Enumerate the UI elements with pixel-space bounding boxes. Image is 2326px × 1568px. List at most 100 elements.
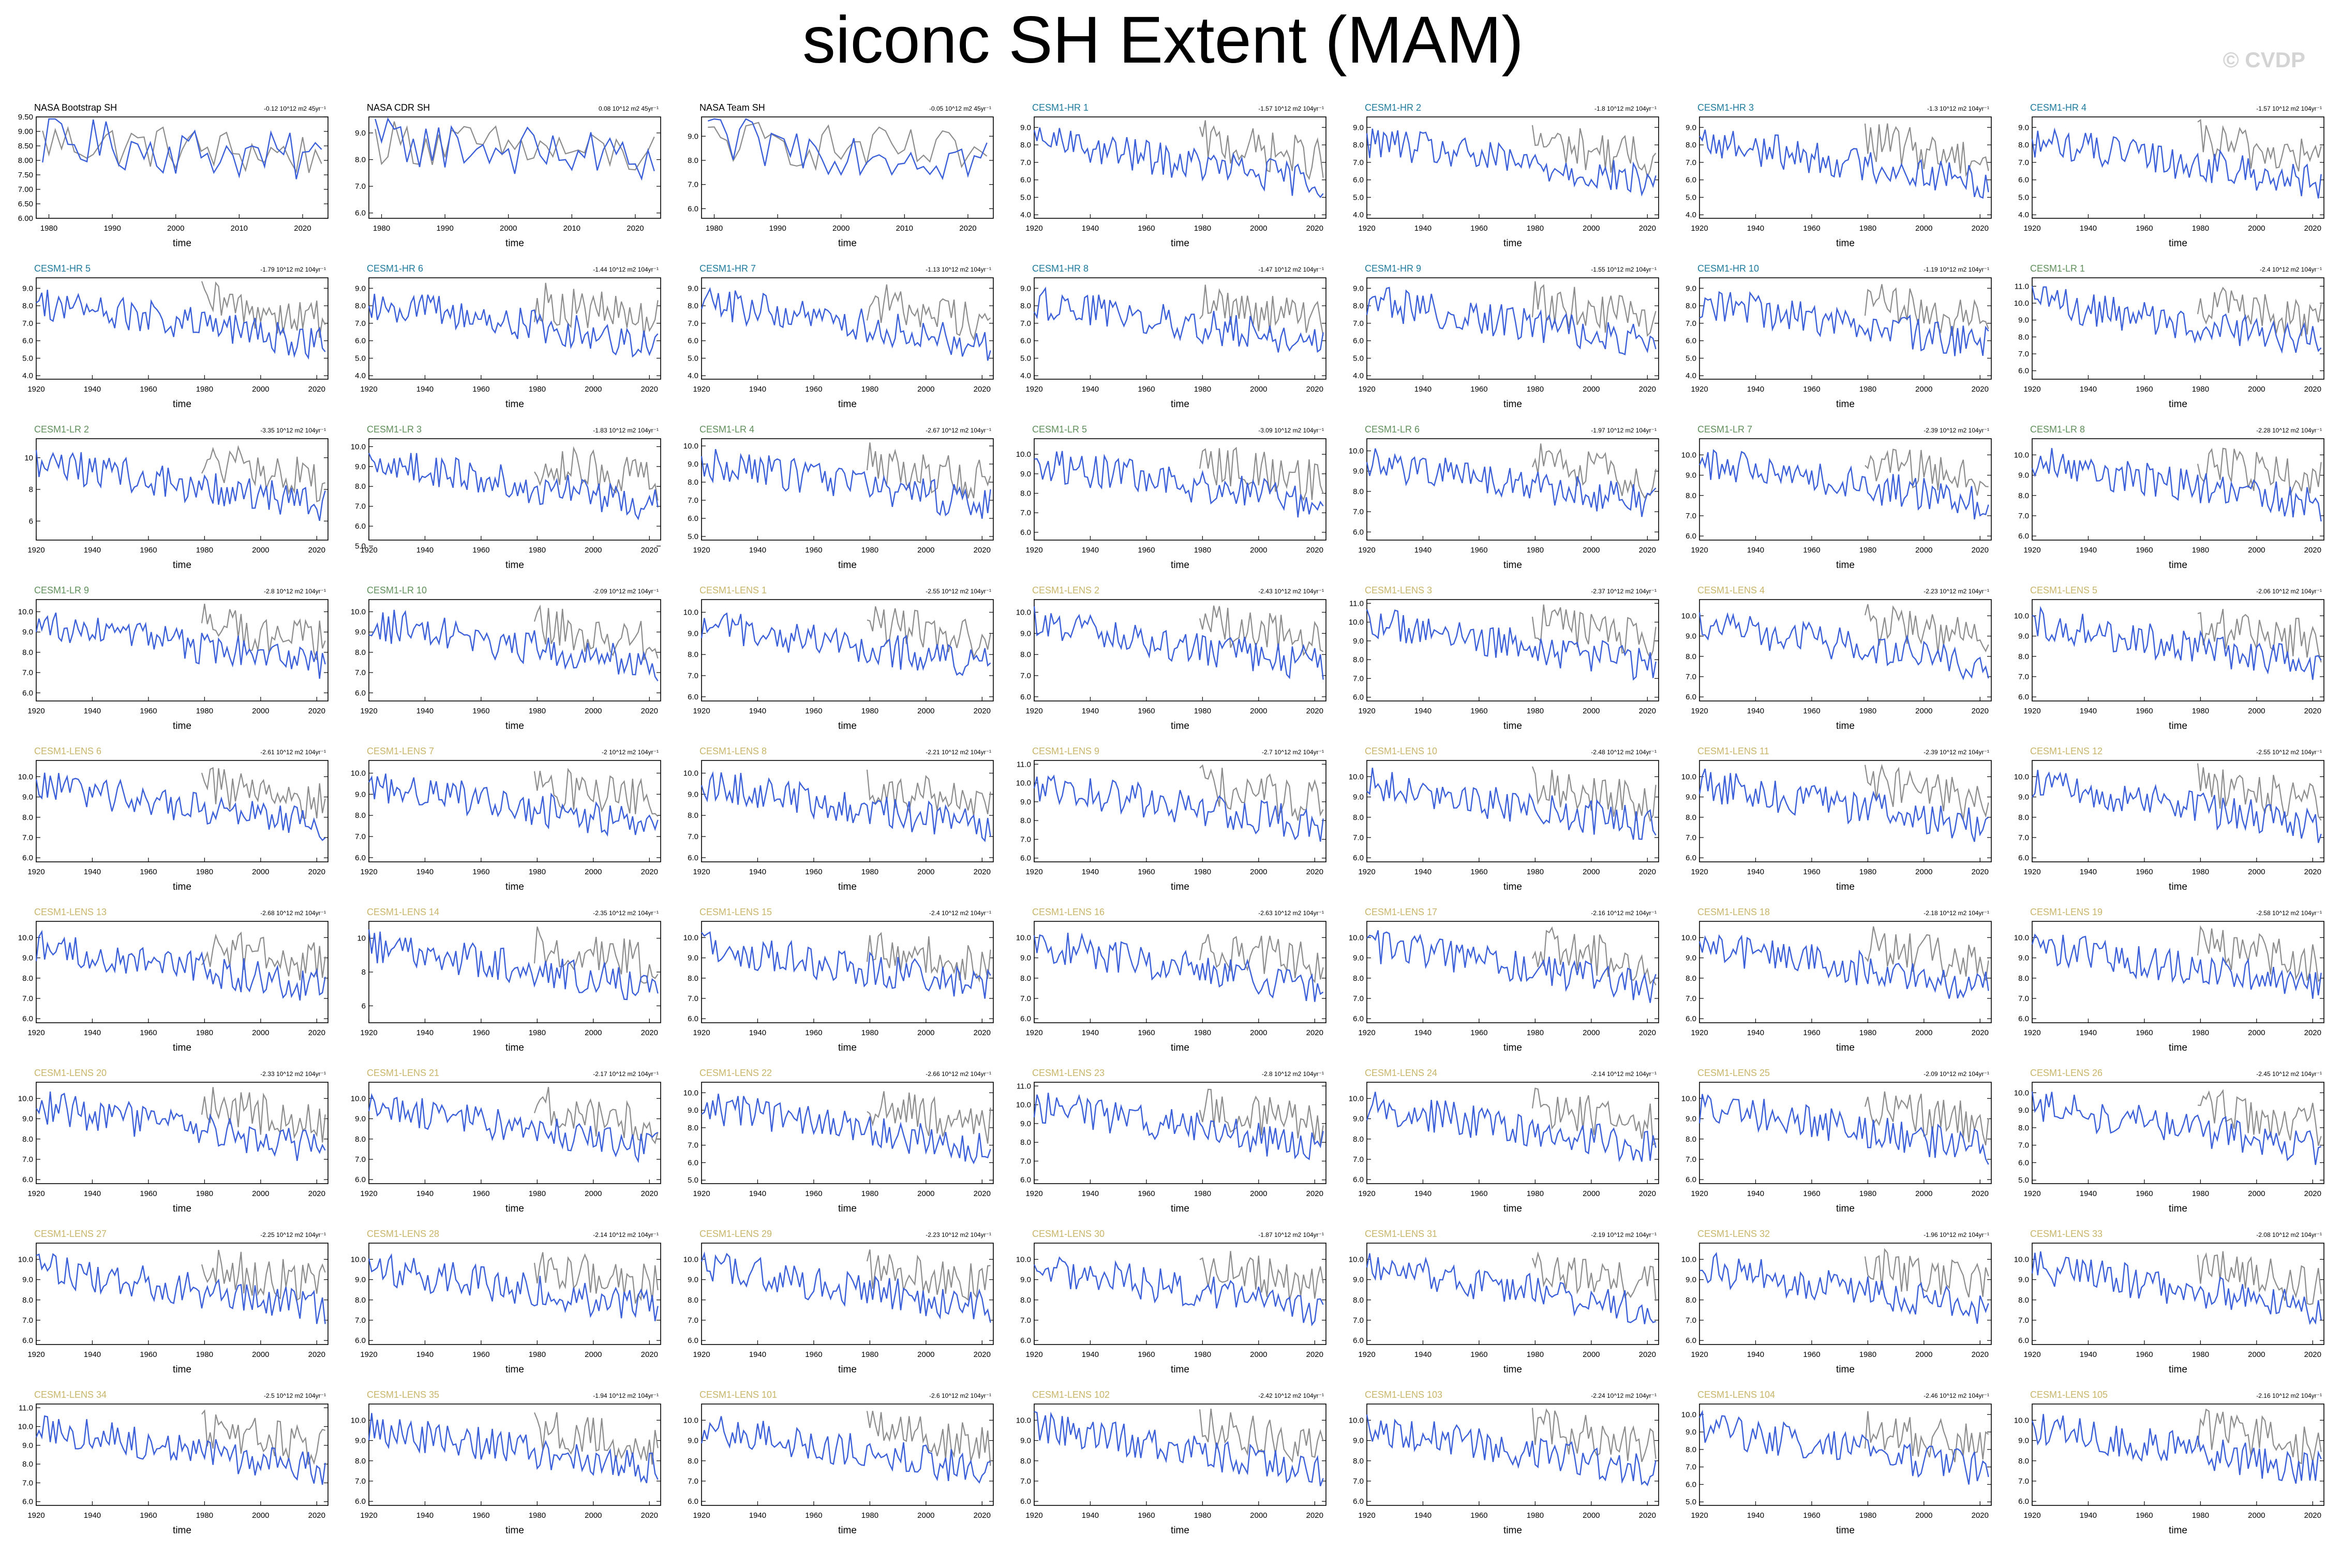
y-tick-label: 8.0 — [688, 156, 698, 165]
observed-line — [2197, 1408, 2322, 1465]
x-tick-label: 1940 — [2080, 868, 2097, 876]
panel: CESM1-LENS 31 -2.19 10^12 m2 104yr⁻¹ 1920 1… — [1349, 1229, 1659, 1375]
observed-line — [2197, 287, 2322, 336]
model-line — [368, 773, 659, 837]
x-axis-label: time — [838, 1042, 857, 1053]
x-tick-label: 1940 — [1747, 224, 1764, 233]
panel-label: CESM1-HR 5 — [34, 263, 91, 274]
panel-label: CESM1-LENS 14 — [367, 907, 439, 917]
observed-line — [2197, 608, 2322, 663]
x-tick-label: 2000 — [1915, 224, 1932, 233]
observed-line — [1199, 1251, 1324, 1301]
y-tick-label: 6.0 — [688, 204, 698, 213]
y-tick-label: 8.0 — [1353, 1457, 1364, 1466]
panel-label: CESM1-HR 10 — [1697, 263, 1759, 274]
x-tick-label: 2020 — [974, 385, 991, 394]
x-tick-label: 2000 — [2248, 1511, 2265, 1520]
y-tick-label: 8.0 — [1686, 302, 1696, 310]
y-tick-label: 7.0 — [1020, 994, 1031, 1003]
panel-trend: -2.58 10^12 m2 104yr⁻¹ — [2256, 909, 2322, 917]
panel-label: CESM1-LENS 25 — [1697, 1068, 1770, 1078]
y-tick-label: 8.0 — [1353, 1135, 1364, 1144]
observed-line — [1531, 281, 1657, 337]
x-tick-label: 1920 — [1691, 1189, 1708, 1198]
x-tick-label: 1960 — [2136, 1189, 2153, 1198]
x-axis-label: time — [1503, 1364, 1522, 1375]
x-tick-label: 1980 — [861, 1189, 878, 1198]
x-tick-label: 2000 — [1583, 546, 1600, 555]
y-tick-label: 8 — [29, 485, 33, 494]
x-axis-label: time — [1171, 560, 1189, 571]
observed-line — [201, 604, 326, 660]
x-tick-label: 2020 — [1972, 1028, 1989, 1037]
x-tick-label: 1940 — [1082, 546, 1099, 555]
model-line — [700, 1416, 991, 1484]
x-tick-label: 1920 — [2023, 1189, 2040, 1198]
x-tick-label: 1920 — [1358, 868, 1375, 876]
x-tick-label: 1940 — [1414, 385, 1432, 394]
x-axis-label: time — [1836, 721, 1855, 731]
y-tick-label: 9.0 — [355, 284, 366, 293]
x-tick-label: 1960 — [2136, 868, 2153, 876]
y-tick-label: 6.0 — [1686, 1014, 1696, 1023]
model-line — [375, 117, 655, 181]
panel-frame — [1366, 438, 1659, 541]
x-tick-label: 2020 — [1306, 546, 1323, 555]
y-tick-label: 10.0 — [683, 1088, 698, 1097]
panel-frame — [701, 599, 994, 701]
x-tick-label: 1980 — [1527, 1189, 1544, 1198]
x-tick-label: 1940 — [416, 707, 434, 715]
y-tick-label: 9.0 — [688, 1437, 698, 1445]
panel-frame — [701, 116, 994, 219]
x-axis-label: time — [838, 560, 857, 571]
x-tick-label: 2000 — [917, 1028, 934, 1037]
x-axis-label: time — [1171, 399, 1189, 410]
y-tick-label: 9.0 — [22, 1115, 33, 1124]
panel: CESM1-LENS 24 -2.14 10^12 m2 104yr⁻¹ 1920 1… — [1349, 1068, 1659, 1214]
panel-trend: -2 10^12 m2 104yr⁻¹ — [602, 749, 659, 756]
x-tick-label: 2000 — [917, 1350, 934, 1359]
panel: CESM1-LENS 5 -2.06 10^12 m2 104yr⁻¹ 1920 19… — [2014, 585, 2324, 731]
y-tick-label: 6.0 — [1020, 854, 1031, 863]
panel-frame — [368, 277, 661, 380]
x-tick-label: 1940 — [416, 1350, 434, 1359]
panel-trend: -0.05 10^12 m2 45yr⁻¹ — [929, 105, 991, 112]
x-tick-label: 1980 — [861, 546, 878, 555]
y-tick-label: 8.0 — [355, 482, 366, 491]
y-tick-label: 7.0 — [355, 182, 366, 191]
x-tick-label: 2020 — [641, 1028, 658, 1037]
x-tick-label: 1980 — [196, 1511, 213, 1520]
x-tick-label: 1960 — [2136, 1511, 2153, 1520]
y-tick-label: 9.0 — [2018, 471, 2029, 480]
x-tick-label: 2020 — [641, 385, 658, 394]
panel-frame — [1699, 438, 1992, 541]
x-tick-label: 2000 — [252, 1511, 269, 1520]
x-tick-label: 1980 — [196, 868, 213, 876]
y-tick-label: 7.0 — [1353, 158, 1364, 167]
y-tick-label: 8.0 — [2018, 1124, 2029, 1132]
y-tick-label: 11.0 — [1017, 760, 1031, 769]
observed-line — [2197, 1089, 2322, 1146]
y-tick-label: 7.0 — [688, 1141, 698, 1150]
x-tick-label: 1980 — [1859, 707, 1876, 715]
x-tick-label: 2020 — [1306, 385, 1323, 394]
panel-label: CESM1-LENS 2 — [1032, 585, 1099, 595]
x-tick-label: 2000 — [1915, 385, 1932, 394]
x-tick-label: 1940 — [749, 707, 766, 715]
x-tick-label: 1960 — [140, 707, 157, 715]
y-tick-label: 9.0 — [1020, 1276, 1031, 1285]
y-tick-label: 8.0 — [1020, 302, 1031, 310]
y-tick-label: 5.0 — [1020, 193, 1031, 202]
x-tick-label: 1980 — [861, 868, 878, 876]
x-tick-label: 1980 — [2192, 707, 2209, 715]
y-tick-label: 6.0 — [22, 1014, 33, 1023]
y-tick-label: 10.0 — [351, 442, 366, 451]
x-tick-label: 1940 — [84, 707, 101, 715]
model-line — [368, 929, 659, 1000]
x-axis-label: time — [173, 238, 191, 249]
y-tick-label: 8.0 — [1686, 1135, 1696, 1144]
x-tick-label: 1980 — [1194, 546, 1211, 555]
observed-line — [201, 767, 326, 819]
x-tick-label: 1940 — [84, 546, 101, 555]
panel-trend: -2.06 10^12 m2 104yr⁻¹ — [2256, 588, 2322, 595]
